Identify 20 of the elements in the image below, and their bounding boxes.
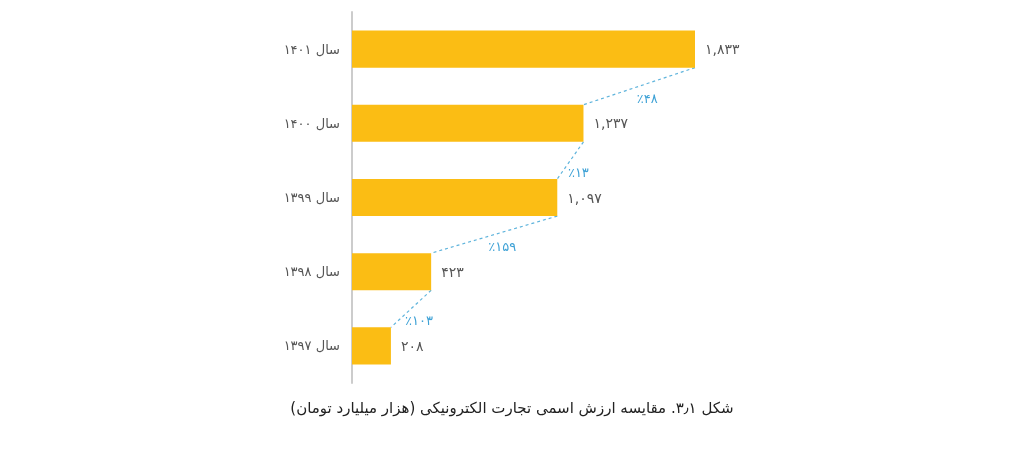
y-tick-label: سال ۱۳۹۹ — [283, 190, 340, 205]
bar — [352, 327, 391, 365]
y-tick-label: سال ۱۴۰۰ — [283, 115, 340, 131]
data-label: ۱,۸۳۳ — [705, 41, 741, 58]
bar — [352, 104, 584, 142]
annotation: ٪۱۰۳ — [405, 313, 434, 329]
data-label: ۲۰۸ — [400, 337, 424, 354]
annotation: ٪۱۵۹ — [488, 239, 517, 255]
bar — [352, 253, 432, 291]
data-label: ۱,۲۳۷ — [593, 115, 629, 132]
data-label: ۱,۰۹۷ — [567, 189, 603, 206]
bar — [352, 30, 695, 68]
annotation: ٪۴۸ — [636, 90, 658, 106]
y-tick-label: سال ۱۳۹۸ — [283, 264, 340, 280]
annotation: ٪۱۳ — [567, 164, 589, 180]
data-label: ۴۲۳ — [441, 263, 465, 280]
y-tick-label: سال ۱۳۹۷ — [283, 338, 340, 354]
y-tick-label: سال ۱۴۰۱ — [283, 41, 340, 57]
bar — [352, 178, 558, 217]
text: شکل ۳٫۱. مقایسه ارزش اسمی تجارت الکترونیکی (هزار میلیارد تومان) — [289, 399, 735, 417]
